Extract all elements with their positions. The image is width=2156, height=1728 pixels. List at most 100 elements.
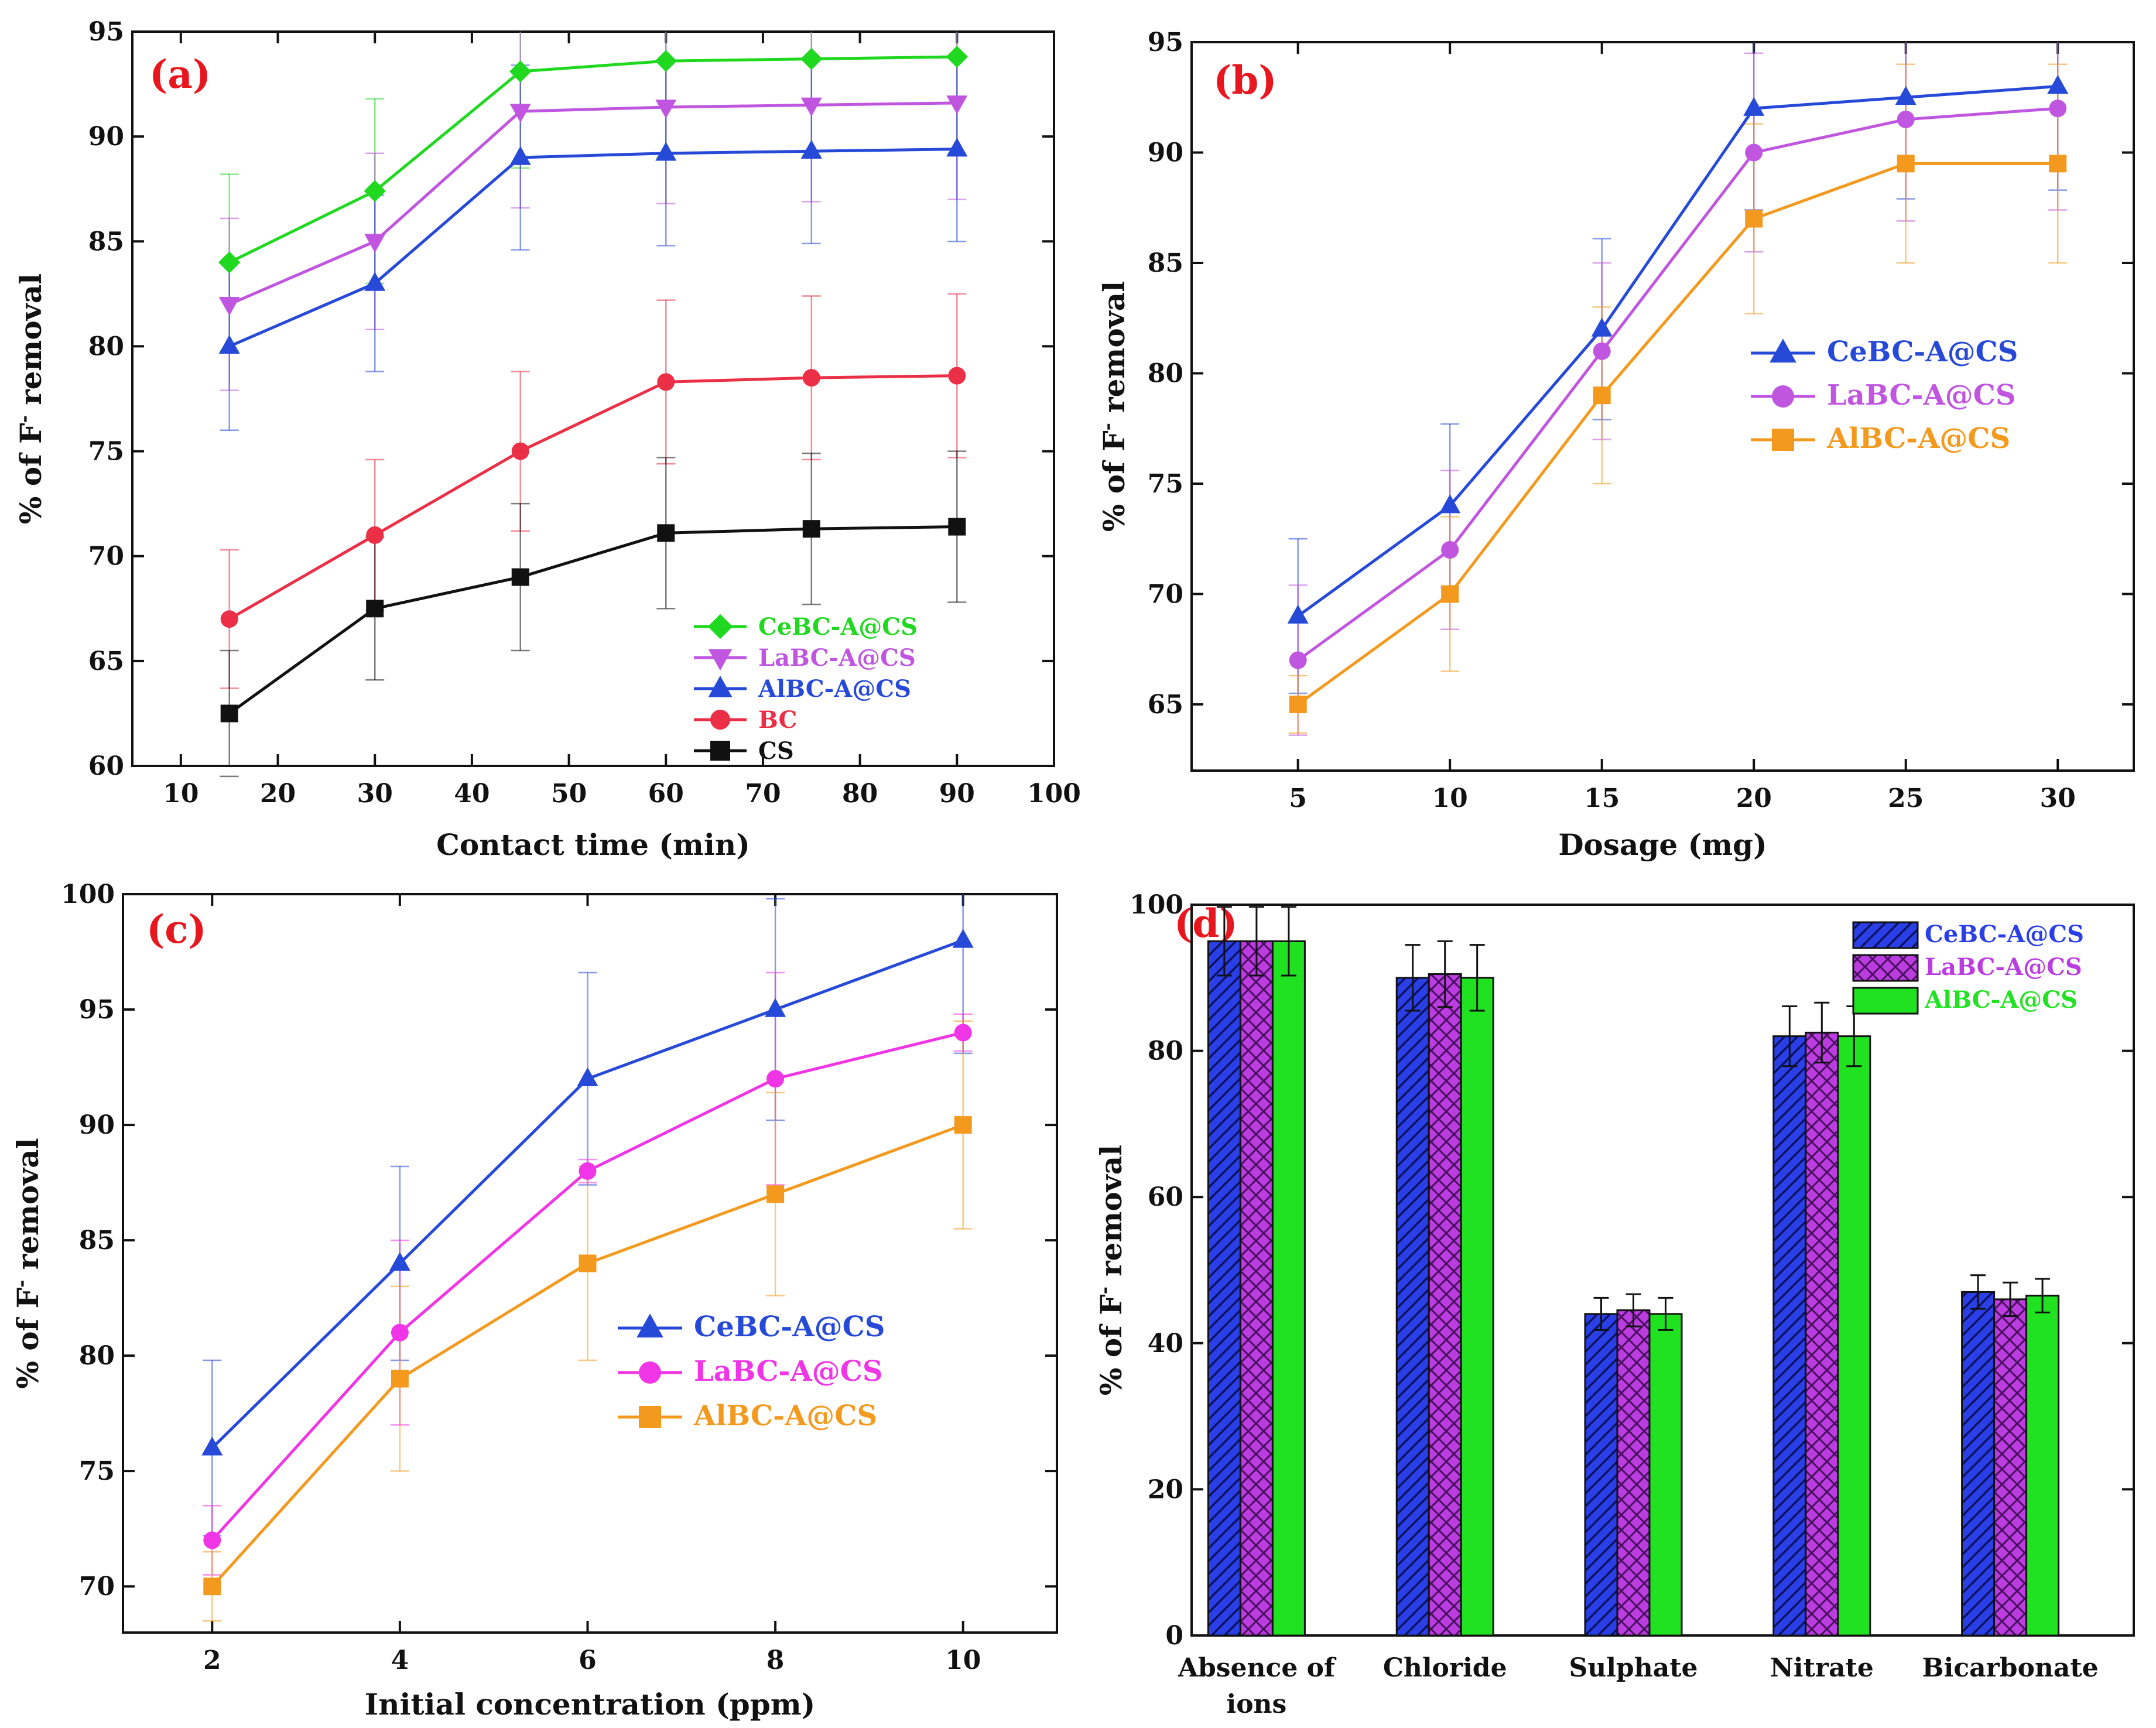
x-tick-label: 40 bbox=[454, 779, 490, 809]
data-point-CeBC-A@CS bbox=[1895, 85, 1917, 105]
legend-marker bbox=[636, 1313, 663, 1338]
data-point-LaBC-A@CS bbox=[218, 297, 240, 316]
x-tick-label: 6 bbox=[579, 1645, 597, 1675]
legend-swatch bbox=[1852, 921, 1919, 949]
data-point-BC bbox=[220, 610, 238, 628]
plot-frame bbox=[131, 30, 1055, 767]
series-line-CS bbox=[228, 525, 957, 715]
legend-label: AlBC-A@CS bbox=[1826, 422, 2010, 455]
legend-label: AlBC-A@CS bbox=[1924, 986, 2078, 1014]
data-point-AlBC-A@CS bbox=[1897, 155, 1915, 173]
x-tick-label: 10 bbox=[1432, 783, 1468, 813]
panel-label: (d) bbox=[1174, 901, 1238, 946]
y-tick-label: 80 bbox=[1148, 358, 1183, 388]
series-line-BC bbox=[228, 374, 957, 621]
x-tick-label: 25 bbox=[1888, 783, 1924, 813]
data-point-LaBC-A@CS bbox=[1441, 541, 1459, 559]
y-tick-label: 80 bbox=[88, 331, 124, 361]
data-point-CS bbox=[948, 518, 966, 536]
data-point-AlBC-A@CS bbox=[1441, 585, 1459, 603]
data-point-LaBC-A@CS bbox=[1593, 342, 1611, 360]
data-point-CS bbox=[657, 524, 675, 542]
legend-marker bbox=[710, 710, 730, 730]
x-tick-label: 15 bbox=[1584, 783, 1620, 813]
legend-marker bbox=[708, 675, 733, 697]
data-point-AlBC-A@CS bbox=[954, 1116, 972, 1134]
data-point-LaBC-A@CS bbox=[1289, 651, 1307, 669]
x-tick-label: 30 bbox=[357, 779, 393, 809]
data-point-AlBC-A@CS bbox=[946, 138, 968, 157]
y-label-superscript: - bbox=[10, 1280, 32, 1288]
data-point-CeBC-A@CS bbox=[946, 46, 969, 68]
y-tick-label: 95 bbox=[79, 995, 115, 1025]
data-point-AlBC-A@CS bbox=[391, 1370, 409, 1388]
data-point-LaBC-A@CS bbox=[766, 1070, 785, 1088]
y-axis-label: % of F- removal bbox=[1093, 1145, 1128, 1395]
y-label-prefix: % of F bbox=[1094, 1294, 1128, 1395]
bar-AlBC-A@CS bbox=[1837, 1035, 1871, 1637]
x-axis-label: Initial concentration (ppm) bbox=[365, 1687, 816, 1722]
plot-frame bbox=[1190, 41, 2135, 772]
bar-LaBC-A@CS bbox=[1993, 1298, 2028, 1637]
panel-label: (c) bbox=[146, 906, 207, 952]
series-line-CeBC-A@CS bbox=[1297, 84, 2058, 618]
x-category-label: Absence of bbox=[1178, 1653, 1337, 1683]
y-tick-label: 80 bbox=[1148, 1036, 1183, 1066]
x-tick-label: 80 bbox=[842, 779, 878, 809]
bar-CeBC-A@CS bbox=[1395, 977, 1430, 1637]
y-tick-label: 20 bbox=[1148, 1474, 1183, 1504]
y-label-superscript: - bbox=[1096, 423, 1118, 430]
data-point-AlBC-A@CS bbox=[1289, 695, 1307, 713]
y-label-superscript: - bbox=[13, 415, 35, 423]
data-point-AlBC-A@CS bbox=[655, 142, 677, 161]
panel-b-dosage-chart: 65 70 75 80 85 90 95 % of F- removal (b) 5 10 15 20 2… bbox=[1096, 28, 2135, 862]
x-tick-label: 10 bbox=[945, 1645, 981, 1675]
data-point-AlBC-A@CS bbox=[800, 139, 822, 159]
panel-label: (b) bbox=[1213, 57, 1277, 103]
y-tick-label: 0 bbox=[1165, 1621, 1183, 1651]
y-tick-label: 60 bbox=[1148, 1182, 1183, 1212]
data-point-CeBC-A@CS bbox=[765, 998, 786, 1017]
bar-CeBC-A@CS bbox=[1584, 1313, 1618, 1637]
x-tick-label: 8 bbox=[766, 1645, 785, 1675]
bar-AlBC-A@CS bbox=[1648, 1313, 1683, 1637]
x-tick-label: 60 bbox=[648, 779, 684, 809]
x-category-label: Chloride bbox=[1383, 1653, 1507, 1683]
y-tick-label: 70 bbox=[79, 1572, 115, 1602]
bar-LaBC-A@CS bbox=[1616, 1309, 1651, 1637]
y-label-suffix: removal bbox=[1097, 281, 1131, 423]
data-point-AlBC-A@CS bbox=[218, 334, 240, 354]
y-tick-label: 70 bbox=[1148, 579, 1183, 609]
data-point-LaBC-A@CS bbox=[800, 97, 822, 117]
data-point-LaBC-A@CS bbox=[203, 1531, 221, 1549]
y-tick-label: 60 bbox=[88, 751, 124, 781]
y-tick-label: 85 bbox=[1148, 248, 1183, 278]
x-tick-label: 20 bbox=[1736, 783, 1772, 813]
data-point-CeBC-A@CS bbox=[389, 1252, 410, 1271]
data-point-CS bbox=[366, 600, 384, 618]
legend-label: CeBC-A@CS bbox=[1827, 336, 2018, 368]
data-point-CeBC-A@CS bbox=[1439, 494, 1461, 514]
data-point-CeBC-A@CS bbox=[577, 1067, 598, 1086]
bar-CeBC-A@CS bbox=[1961, 1291, 1996, 1637]
data-point-AlBC-A@CS bbox=[203, 1578, 221, 1596]
legend-label: AlBC-A@CS bbox=[693, 1399, 877, 1432]
y-label-prefix: % of F bbox=[1097, 430, 1131, 532]
data-point-LaBC-A@CS bbox=[2049, 100, 2067, 118]
y-tick-label: 40 bbox=[1148, 1329, 1183, 1359]
panel-label: (a) bbox=[149, 52, 211, 97]
bar-AlBC-A@CS bbox=[1271, 940, 1306, 1637]
y-tick-label: 75 bbox=[79, 1456, 115, 1486]
bar-AlBC-A@CS bbox=[1460, 977, 1494, 1637]
data-point-CeBC-A@CS bbox=[800, 47, 823, 70]
data-point-CS bbox=[511, 568, 529, 586]
data-point-AlBC-A@CS bbox=[509, 146, 531, 165]
y-tick-label: 100 bbox=[61, 880, 115, 909]
series-line-AlBC-A@CS bbox=[1297, 162, 2058, 706]
data-point-BC bbox=[657, 373, 675, 391]
y-tick-label: 75 bbox=[1148, 469, 1183, 499]
legend-marker bbox=[707, 614, 733, 639]
y-tick-label: 75 bbox=[88, 437, 124, 467]
y-tick-label: 85 bbox=[79, 1226, 115, 1255]
